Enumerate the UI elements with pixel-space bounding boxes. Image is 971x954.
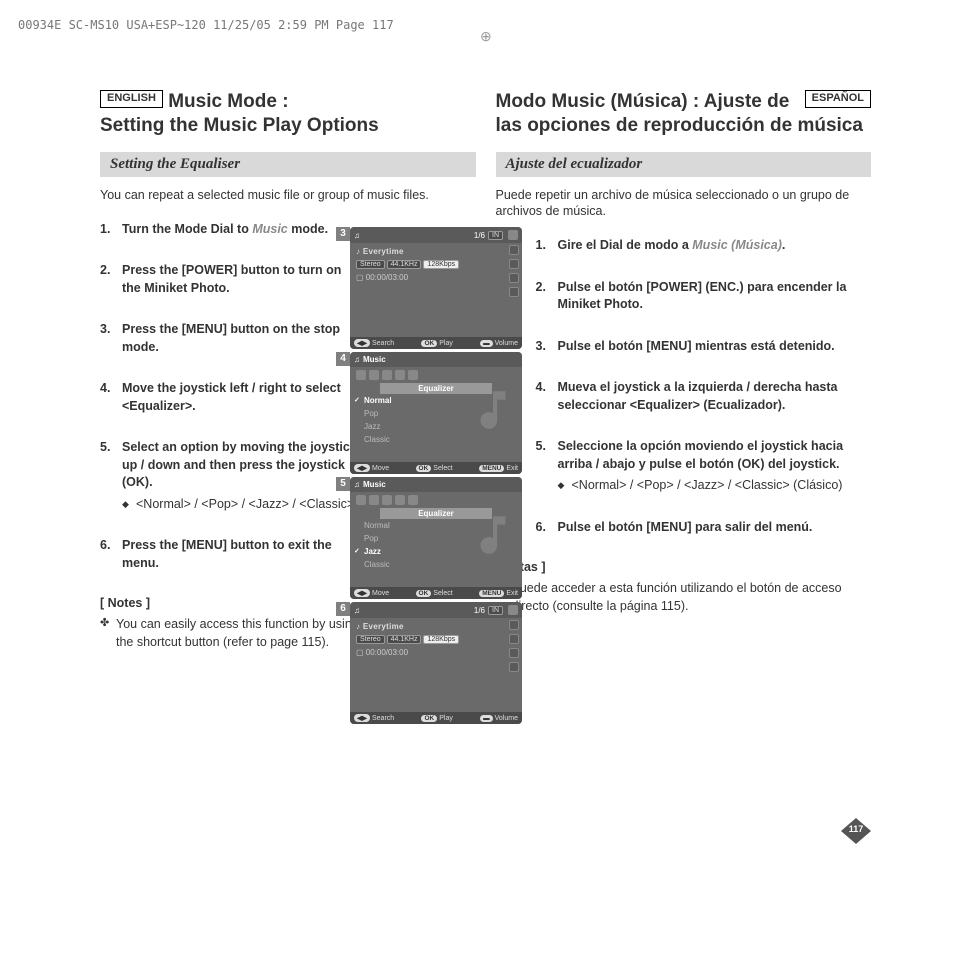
screen-4: ♫ Music Equalizer Normal Pop Jazz Classi… <box>350 352 522 474</box>
step-1-en: Turn the Mode Dial to Music mode. <box>100 221 360 239</box>
step-6-en: Press the [MENU] button to exit the menu… <box>100 537 360 572</box>
step-3-en: Press the [MENU] button on the stop mode… <box>100 321 360 356</box>
screen-5: ♫ Music Equalizer Normal Pop Jazz Classi… <box>350 477 522 599</box>
step-4-es: Mueva el joystick a la izquierda / derec… <box>536 379 872 414</box>
lock-icon <box>509 273 519 283</box>
title-es: Modo Music (Música) : Ajuste de ESPAÑOL … <box>496 90 872 138</box>
music-watermark-icon <box>468 380 518 440</box>
crop-mark-icon: ⊕ <box>480 28 492 45</box>
page-number-badge: 117 <box>841 818 871 844</box>
steps-es: Gire el Dial de modo a Music (Música). P… <box>496 237 872 536</box>
repeat-icon <box>509 620 519 630</box>
step-3-es: Pulse el botón [MENU] mientras está dete… <box>536 338 872 356</box>
lock-icon <box>509 648 519 658</box>
eq-icon <box>509 634 519 644</box>
steps-en: Turn the Mode Dial to Music mode. Press … <box>100 221 360 573</box>
badge-3: 3 <box>336 227 350 241</box>
screen-3: ♫1/6 IN ♪ Everytime Stereo44.1KHz128Kbps… <box>350 227 522 349</box>
title1-en: Music Mode : <box>168 91 288 112</box>
music-note-icon: ♫ <box>354 480 360 489</box>
intro-en: You can repeat a selected music file or … <box>100 187 476 203</box>
notes-hdr-es: [ Notas ] <box>496 560 872 574</box>
device-screenshots: 3 ♫1/6 IN ♪ Everytime Stereo44.1KHz128Kb… <box>350 227 522 727</box>
step-2-es: Pulse el botón [POWER] (ENC.) para encen… <box>536 279 872 314</box>
print-header: 00934E SC-MS10 USA+ESP~120 11/25/05 2:59… <box>18 18 394 32</box>
step-5-sub-en: <Normal> / <Pop> / <Jazz> / <Classic> <box>122 496 360 514</box>
lang-badge-es: ESPAÑOL <box>805 90 871 108</box>
step-5-en: Select an option by moving the joystick … <box>100 439 360 513</box>
title2-es: las opciones de reproducción de música <box>496 115 863 136</box>
spanish-column: Modo Music (Música) : Ajuste de ESPAÑOL … <box>496 90 872 651</box>
step-2-en: Press the [POWER] button to turn on the … <box>100 262 360 297</box>
title1-es: Modo Music (Música) : Ajuste de <box>496 91 790 112</box>
section-bar-en: Setting the Equaliser <box>100 152 476 177</box>
music-note-icon: ♫ <box>354 231 360 240</box>
lang-badge-en: ENGLISH <box>100 90 163 108</box>
repeat-icon <box>509 245 519 255</box>
step-5-es: Seleccione la opción moviendo el joystic… <box>536 438 872 495</box>
badge-4: 4 <box>336 352 350 366</box>
screen-6: ♫1/6 IN ♪ Everytime Stereo44.1KHz128Kbps… <box>350 602 522 724</box>
battery-icon <box>508 230 518 240</box>
note-1-en: You can easily access this function by u… <box>100 616 360 651</box>
battery-icon <box>508 605 518 615</box>
badge-5: 5 <box>336 477 350 491</box>
step-4-en: Move the joystick left / right to select… <box>100 380 360 415</box>
music-note-icon: ♫ <box>354 606 360 615</box>
title-en: ENGLISH Music Mode : Setting the Music P… <box>100 90 476 138</box>
step-5-sub-es: <Normal> / <Pop> / <Jazz> / <Classic> (C… <box>558 477 872 495</box>
step-1-es: Gire el Dial de modo a Music (Música). <box>536 237 872 255</box>
badge-6: 6 <box>336 602 350 616</box>
eq-icon <box>509 259 519 269</box>
intro-es: Puede repetir un archivo de música selec… <box>496 187 872 220</box>
section-bar-es: Ajuste del ecualizador <box>496 152 872 177</box>
music-note-icon: ♫ <box>354 355 360 364</box>
note-1-es: Puede acceder a esta función utilizando … <box>496 580 872 615</box>
list-icon <box>509 287 519 297</box>
step-6-es: Pulse el botón [MENU] para salir del men… <box>536 519 872 537</box>
list-icon <box>509 662 519 672</box>
title2-en: Setting the Music Play Options <box>100 115 379 136</box>
music-watermark-icon <box>468 505 518 565</box>
